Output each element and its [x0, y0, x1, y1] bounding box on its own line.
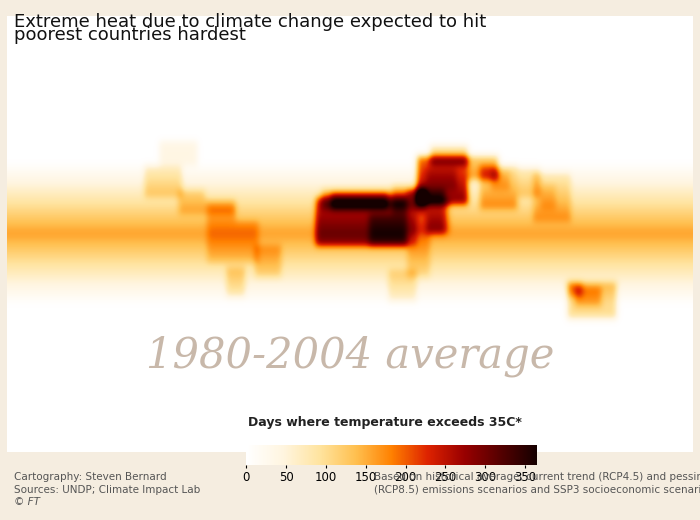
Text: poorest countries hardest: poorest countries hardest: [14, 26, 246, 44]
Text: 1980-2004 average: 1980-2004 average: [146, 335, 554, 378]
Text: Cartography: Steven Bernard: Cartography: Steven Bernard: [14, 472, 167, 482]
Text: Days where temperature exceeds 35C*: Days where temperature exceeds 35C*: [248, 416, 522, 429]
Text: (RCP8.5) emissions scenarios and SSP3 socioeconomic scenario: (RCP8.5) emissions scenarios and SSP3 so…: [374, 485, 700, 495]
Text: Based on historical average, current trend (RCP4.5) and pessimistic: Based on historical average, current tre…: [374, 472, 700, 482]
Text: Extreme heat due to climate change expected to hit: Extreme heat due to climate change expec…: [14, 13, 486, 31]
Text: Sources: UNDP; Climate Impact Lab: Sources: UNDP; Climate Impact Lab: [14, 485, 200, 495]
Text: © FT: © FT: [14, 497, 40, 507]
